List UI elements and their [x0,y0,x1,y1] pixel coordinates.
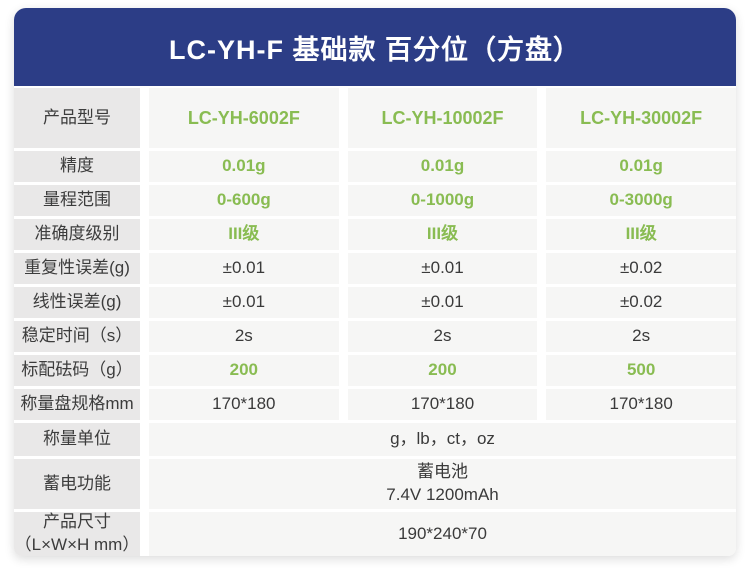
precision-value-1: 0.01g [149,151,339,182]
battery-value: 蓄电池 7.4V 1200mAh [149,459,736,509]
row-label-accuracy-class: 准确度级别 [14,219,140,250]
row-label-battery: 蓄电功能 [14,459,140,509]
weighing-units-value: g，lb，ct，oz [149,423,736,456]
accuracy-class-value-3: III级 [546,219,736,250]
battery-spec: 7.4V 1200mAh [386,485,499,504]
product-dimensions-value: 190*240*70 [149,512,736,556]
stabilization-value-3: 2s [546,321,736,352]
row-label-model: 产品型号 [14,88,140,148]
page-title: LC-YH-F 基础款 百分位（方盘） [169,34,581,65]
product-dimensions-label-line1: 产品尺寸 [43,512,111,532]
row-label-pan-size: 称量盘规格mm [14,389,140,420]
stabilization-value-1: 2s [149,321,339,352]
calibration-weight-value-1: 200 [149,355,339,386]
row-label-repeatability: 重复性误差(g) [14,253,140,284]
row-label-precision: 精度 [14,151,140,182]
header-banner: LC-YH-F 基础款 百分位（方盘） [14,8,736,86]
spec-card: LC-YH-F 基础款 百分位（方盘） 产品型号 LC-YH-6002F LC-… [14,8,736,556]
pan-size-value-2: 170*180 [347,389,538,420]
repeatability-value-1: ±0.01 [149,253,339,284]
range-value-1: 0-600g [149,185,339,216]
calibration-weight-value-2: 200 [347,355,538,386]
spec-table: 产品型号 LC-YH-6002F LC-YH-10002F LC-YH-3000… [14,88,736,556]
model-value-2: LC-YH-10002F [347,88,538,148]
row-label-weighing-units: 称量单位 [14,423,140,456]
linearity-value-3: ±0.02 [546,287,736,318]
model-value-1: LC-YH-6002F [149,88,339,148]
pan-size-value-1: 170*180 [149,389,339,420]
row-label-range: 量程范围 [14,185,140,216]
model-value-3: LC-YH-30002F [546,88,736,148]
row-label-product-dimensions: 产品尺寸 （L×W×H mm） [14,512,140,556]
row-label-calibration-weight: 标配砝码（g） [14,355,140,386]
repeatability-value-2: ±0.01 [347,253,538,284]
range-value-2: 0-1000g [347,185,538,216]
stabilization-value-2: 2s [347,321,538,352]
precision-value-2: 0.01g [347,151,538,182]
row-label-linearity: 线性误差(g) [14,287,140,318]
range-value-3: 0-3000g [546,185,736,216]
linearity-value-1: ±0.01 [149,287,339,318]
pan-size-value-3: 170*180 [546,389,736,420]
accuracy-class-value-1: III级 [149,219,339,250]
accuracy-class-value-2: III级 [347,219,538,250]
battery-type: 蓄电池 [417,462,468,482]
linearity-value-2: ±0.01 [347,287,538,318]
repeatability-value-3: ±0.02 [546,253,736,284]
precision-value-3: 0.01g [546,151,736,182]
calibration-weight-value-3: 500 [546,355,736,386]
row-label-stabilization-time: 稳定时间（s） [14,321,140,352]
product-dimensions-label-line2: （L×W×H mm） [14,535,140,554]
